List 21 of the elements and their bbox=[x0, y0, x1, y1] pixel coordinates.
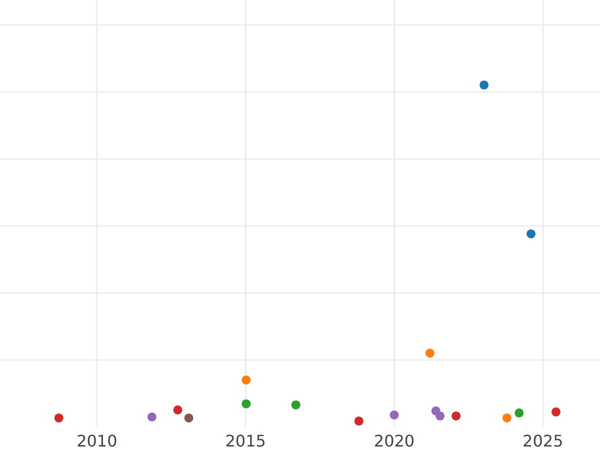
point bbox=[184, 413, 194, 422]
point bbox=[436, 411, 445, 420]
point bbox=[147, 412, 156, 422]
x-tick-label: 2025 bbox=[522, 431, 564, 450]
point bbox=[242, 399, 251, 408]
x-tick-label: 2015 bbox=[225, 431, 266, 450]
point bbox=[502, 413, 512, 422]
point bbox=[390, 410, 399, 420]
point bbox=[354, 416, 364, 426]
x-tick-label: 2010 bbox=[76, 431, 118, 450]
point bbox=[526, 229, 536, 238]
point bbox=[173, 405, 182, 414]
point bbox=[242, 376, 251, 385]
x-tick-label: 2020 bbox=[374, 431, 415, 450]
point bbox=[425, 348, 434, 358]
point bbox=[452, 411, 461, 420]
point bbox=[291, 400, 300, 410]
point bbox=[514, 408, 524, 418]
point bbox=[54, 413, 64, 422]
point bbox=[480, 80, 489, 90]
point bbox=[551, 407, 561, 416]
